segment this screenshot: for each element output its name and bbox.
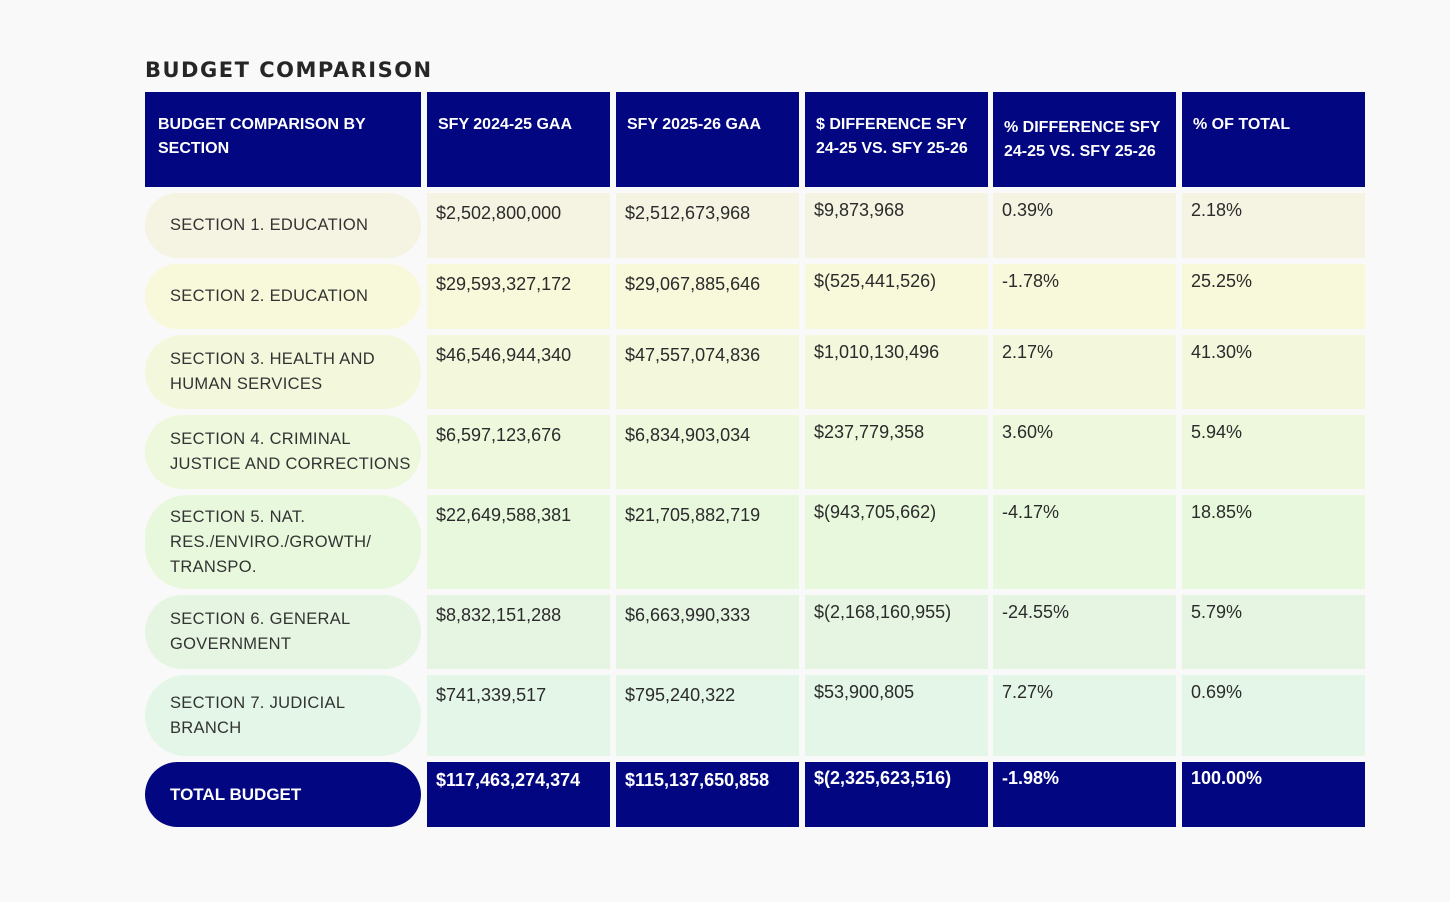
cell-percent-difference: -1.78%: [993, 264, 1176, 329]
row-label: SECTION 1. EDUCATION: [145, 193, 421, 258]
total-dollar-difference: $(2,325,623,516): [805, 762, 988, 827]
cell-sfy-2025-26: $29,067,885,646: [616, 264, 799, 329]
cell-percent-of-total: 5.79%: [1182, 595, 1365, 669]
total-sfy-2024-25: $117,463,274,374: [427, 762, 610, 827]
row-label: SECTION 2. EDUCATION: [145, 264, 421, 329]
row-label: SECTION 5. NAT. RES./ENVIRO./GROWTH/ TRA…: [145, 495, 421, 589]
column-header-percent-difference: % DIFFERENCE SFY 24-25 VS. SFY 25-26: [993, 92, 1176, 187]
cell-percent-of-total: 0.69%: [1182, 675, 1365, 756]
column-header-dollar-difference: $ DIFFERENCE SFY 24-25 VS. SFY 25-26: [805, 92, 988, 187]
cell-percent-of-total: 18.85%: [1182, 495, 1365, 589]
cell-percent-of-total: 5.94%: [1182, 415, 1365, 489]
column-header-sfy-2024-25: SFY 2024-25 GAA: [427, 92, 610, 187]
cell-sfy-2025-26: $47,557,074,836: [616, 335, 799, 409]
cell-sfy-2025-26: $6,834,903,034: [616, 415, 799, 489]
total-percent-of-total: 100.00%: [1182, 762, 1365, 827]
cell-dollar-difference: $(943,705,662): [805, 495, 988, 589]
cell-dollar-difference: $9,873,968: [805, 193, 988, 258]
cell-percent-difference: 7.27%: [993, 675, 1176, 756]
column-header-sfy-2025-26: SFY 2025-26 GAA: [616, 92, 799, 187]
total-sfy-2025-26: $115,137,650,858: [616, 762, 799, 827]
cell-percent-difference: 3.60%: [993, 415, 1176, 489]
cell-sfy-2024-25: $29,593,327,172: [427, 264, 610, 329]
cell-dollar-difference: $53,900,805: [805, 675, 988, 756]
cell-percent-difference: -24.55%: [993, 595, 1176, 669]
cell-sfy-2024-25: $6,597,123,676: [427, 415, 610, 489]
cell-sfy-2024-25: $22,649,588,381: [427, 495, 610, 589]
cell-sfy-2024-25: $46,546,944,340: [427, 335, 610, 409]
cell-sfy-2025-26: $6,663,990,333: [616, 595, 799, 669]
cell-percent-of-total: 41.30%: [1182, 335, 1365, 409]
row-label: SECTION 3. HEALTH AND HUMAN SERVICES: [145, 335, 421, 409]
total-row-label: TOTAL BUDGET: [145, 762, 421, 827]
cell-dollar-difference: $(2,168,160,955): [805, 595, 988, 669]
row-label: SECTION 4. CRIMINAL JUSTICE AND CORRECTI…: [145, 415, 421, 489]
cell-sfy-2024-25: $2,502,800,000: [427, 193, 610, 258]
row-label: SECTION 7. JUDICIAL BRANCH: [145, 675, 421, 756]
cell-dollar-difference: $237,779,358: [805, 415, 988, 489]
cell-percent-difference: 0.39%: [993, 193, 1176, 258]
cell-dollar-difference: $1,010,130,496: [805, 335, 988, 409]
cell-percent-of-total: 25.25%: [1182, 264, 1365, 329]
cell-sfy-2025-26: $21,705,882,719: [616, 495, 799, 589]
cell-percent-difference: 2.17%: [993, 335, 1176, 409]
total-percent-difference: -1.98%: [993, 762, 1176, 827]
row-label: SECTION 6. GENERAL GOVERNMENT: [145, 595, 421, 669]
cell-percent-of-total: 2.18%: [1182, 193, 1365, 258]
cell-percent-difference: -4.17%: [993, 495, 1176, 589]
column-header-section: BUDGET COMPARISON BY SECTION: [145, 92, 421, 187]
cell-sfy-2024-25: $8,832,151,288: [427, 595, 610, 669]
cell-sfy-2025-26: $2,512,673,968: [616, 193, 799, 258]
column-header-percent-of-total: % OF TOTAL: [1182, 92, 1365, 187]
page-title: BUDGET COMPARISON: [145, 58, 433, 82]
cell-dollar-difference: $(525,441,526): [805, 264, 988, 329]
cell-sfy-2024-25: $741,339,517: [427, 675, 610, 756]
cell-sfy-2025-26: $795,240,322: [616, 675, 799, 756]
